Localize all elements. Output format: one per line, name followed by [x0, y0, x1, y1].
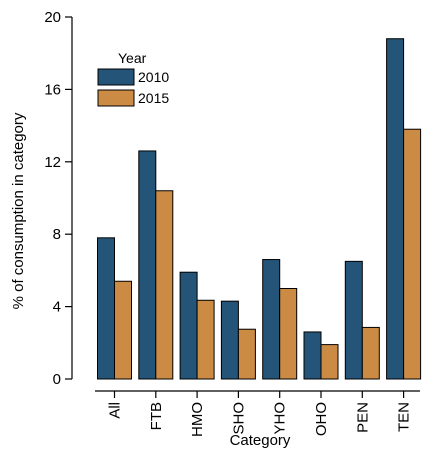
x-tick-label-HMO: HMO: [189, 402, 206, 437]
y-tick-label-0: 0: [53, 371, 61, 388]
bar-2010-YHO: [262, 259, 281, 380]
bar-2015-TEN: [403, 128, 422, 380]
bar-2015-SHO: [237, 328, 256, 380]
bar-2010-FTB: [138, 150, 157, 380]
y-tick-label-12: 12: [44, 154, 61, 171]
x-tick-label-FTB: FTB: [148, 402, 165, 430]
x-tick-label-OHO: OHO: [313, 402, 330, 436]
bar-2015-YHO: [279, 288, 298, 380]
bar-2015-HMO: [196, 299, 215, 380]
x-axis-title: Category: [230, 432, 291, 449]
bar-2015-All: [114, 280, 132, 380]
y-tick-label-8: 8: [53, 226, 61, 243]
chart-axes: 0 4 8 12 16 20 All FTB HMO SHO YHO OHO PEN TEN: [44, 9, 420, 437]
x-tick-label-All: All: [107, 402, 124, 419]
legend: Year 2010 2015: [97, 50, 169, 107]
y-tick-label-4: 4: [53, 299, 61, 316]
bar-2010-All: [97, 237, 115, 380]
bar-2010-PEN: [344, 260, 363, 380]
x-tick-label-PEN: PEN: [354, 402, 371, 433]
bar-2010-SHO: [220, 300, 239, 380]
legend-label-2010: 2010: [138, 69, 169, 85]
x-tick-label-SHO: SHO: [230, 402, 247, 435]
legend-label-2015: 2015: [138, 90, 169, 106]
y-tick-label-16: 16: [44, 81, 61, 98]
bar-2015-PEN: [361, 326, 380, 380]
x-tick-label-TEN: TEN: [396, 402, 413, 432]
legend-title: Year: [118, 50, 147, 66]
bar-2015-OHO: [320, 344, 339, 380]
bar-2010-OHO: [303, 331, 322, 380]
chart-marks: [97, 38, 422, 380]
bar-2015-FTB: [155, 190, 174, 380]
bar-2010-TEN: [386, 38, 405, 380]
x-tick-label-YHO: YHO: [272, 402, 289, 435]
y-tick-label-20: 20: [44, 9, 61, 26]
y-axis-title: % of consumption in category: [10, 112, 27, 309]
legend-swatch-2010: [97, 68, 135, 86]
bar-2010-HMO: [179, 271, 198, 380]
legend-swatch-2015: [97, 89, 135, 107]
